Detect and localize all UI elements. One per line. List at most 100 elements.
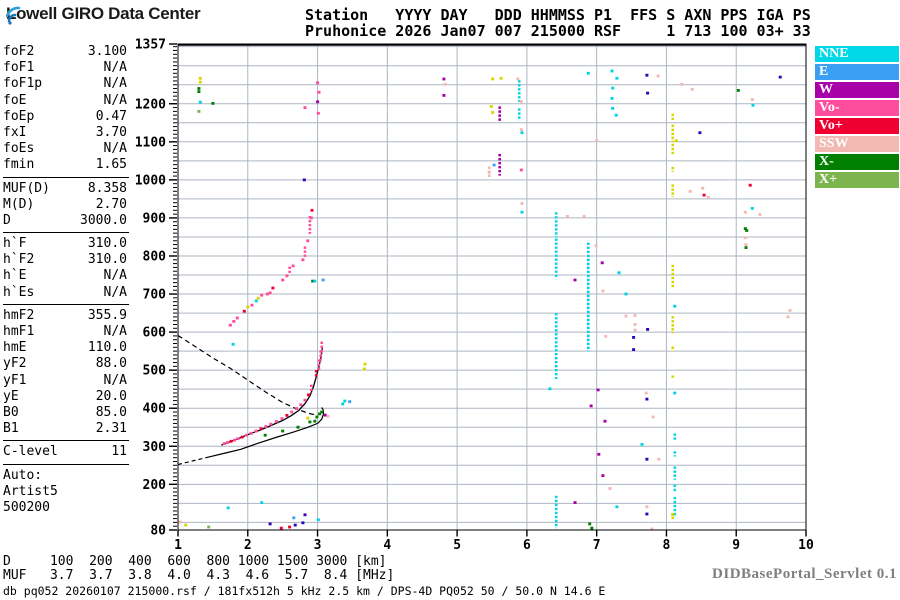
param-value: 11 [111, 444, 127, 460]
param-row: Auto: [3, 468, 127, 484]
param-label: B1 [3, 421, 19, 437]
param-label: M(D) [3, 196, 35, 212]
panel-divider [3, 232, 129, 234]
transmission-curve [177, 334, 318, 416]
param-label: foE [3, 92, 27, 108]
legend-item-ssw: SSW [815, 136, 899, 152]
lower-curve-dashed [177, 457, 207, 466]
param-label: hmF2 [3, 307, 35, 323]
y-tick-label: 1100 [135, 135, 166, 150]
param-value: 85.0 [95, 404, 127, 420]
trace-layer [177, 334, 325, 466]
param-row: yF1 N/A [3, 373, 127, 389]
param-value: 0.47 [95, 108, 127, 124]
legend-item-w: W [815, 82, 899, 98]
echo-layer [178, 69, 792, 531]
giro-logo-icon [6, 6, 21, 25]
legend-item-nne: NNE [815, 46, 899, 62]
param-label: D [3, 212, 11, 228]
param-row: hmF1 N/A [3, 324, 127, 340]
param-value: 310.0 [87, 252, 127, 268]
parameter-panel: foF2 3.100 foF1 N/A foF1p N/A foE N/A foEp 0.47 fx… [3, 44, 129, 516]
y-tick-label: 800 [143, 249, 167, 264]
y-tick-label: 600 [143, 326, 167, 341]
legend-item-x+: X+ [815, 172, 899, 188]
param-value: N/A [103, 284, 127, 300]
legend-item-vo+: Vo+ [815, 118, 899, 134]
y-tick-label: 1357 [135, 38, 166, 53]
y-tick-label: 200 [143, 478, 167, 493]
param-value: 3000.0 [80, 212, 127, 228]
station-header-values: Pruhonice 2026 Jan07 007 215000 RSF 1 71… [305, 22, 811, 40]
param-label: h`F2 [3, 252, 35, 268]
param-row: foF1 N/A [3, 60, 127, 76]
param-label: 500200 [3, 499, 50, 515]
y-tick-label: 80 [150, 524, 166, 539]
param-value: 2.31 [95, 421, 127, 437]
param-row: foF2 3.100 [3, 44, 127, 60]
y-tick-label: 1200 [135, 97, 166, 112]
param-row: MUF(D) 8.358 [3, 181, 127, 197]
param-value: N/A [103, 141, 127, 157]
param-row: M(D) 2.70 [3, 197, 127, 213]
panel-divider [3, 463, 129, 465]
param-label: foEp [3, 108, 35, 124]
x-tick-label: 2 [244, 538, 252, 553]
param-value: 310.0 [87, 236, 127, 252]
param-row: foE N/A [3, 93, 127, 109]
param-row: h`F 310.0 [3, 236, 127, 252]
param-row: Artist5 [3, 484, 127, 500]
x-tick-label: 7 [593, 538, 601, 553]
servlet-version: DIDBasePortal_Servlet 0.1 [712, 566, 897, 582]
param-value: 110.0 [87, 340, 127, 356]
param-label: C-level [3, 444, 58, 460]
param-value: 8.358 [87, 180, 127, 196]
param-value: 355.9 [87, 307, 127, 323]
param-label: h`Es [3, 284, 35, 300]
y-tick-label: 900 [143, 211, 167, 226]
param-row: foEp 0.47 [3, 109, 127, 125]
f-trace-fit [221, 347, 324, 446]
param-row: B0 85.0 [3, 405, 127, 421]
param-row: h`F2 310.0 [3, 252, 127, 268]
param-row: h`Es N/A [3, 285, 127, 301]
station-header-labels: Station YYYY DAY DDD HHMMSS P1 FFS S AXN… [305, 6, 811, 24]
param-row: foF1p N/A [3, 76, 127, 92]
param-value: 3.70 [95, 124, 127, 140]
header-logo: Lowell GIRO Data Center [6, 4, 201, 25]
x-tick-label: 8 [663, 538, 671, 553]
param-row: fxI 3.70 [3, 125, 127, 141]
y-tick-label: 700 [143, 288, 167, 303]
param-row: h`E N/A [3, 268, 127, 284]
param-value: N/A [103, 92, 127, 108]
x-tick-label: 1 [174, 538, 182, 553]
param-label: yF1 [3, 372, 27, 388]
y-tick-label: 500 [143, 364, 167, 379]
param-value: 3.100 [87, 44, 127, 59]
param-label: Artist5 [3, 483, 58, 499]
param-value: 20.0 [95, 388, 127, 404]
param-label: h`E [3, 268, 27, 284]
param-value: 88.0 [95, 356, 127, 372]
param-row: fmin 1.65 [3, 157, 127, 173]
param-label: fxI [3, 124, 27, 140]
y-tick-label: 400 [143, 402, 167, 417]
x-tick-label: 4 [383, 538, 391, 553]
logo-text: Lowell GIRO Data Center [6, 4, 201, 23]
panel-divider [3, 440, 129, 442]
legend-item-e: E [815, 64, 899, 80]
grid-layer [178, 44, 806, 530]
status-line: db pq052 20260107 215000.rsf / 181fx512h… [3, 584, 606, 598]
param-row: yF2 88.0 [3, 356, 127, 372]
x-tick-label: 5 [453, 538, 461, 553]
param-label: h`F [3, 236, 27, 252]
param-row: C-level 11 [3, 444, 127, 460]
panel-divider [3, 303, 129, 305]
param-row: 500200 [3, 500, 127, 516]
param-row: foEs N/A [3, 141, 127, 157]
param-value: 2.70 [95, 196, 127, 212]
echo-direction-legend: NNE E W Vo- Vo+ SSW X- X+ [815, 46, 899, 190]
muf-table-distance-row: D 100 200 400 600 800 1000 1500 3000 [km… [3, 554, 387, 569]
param-label: yF2 [3, 356, 27, 372]
